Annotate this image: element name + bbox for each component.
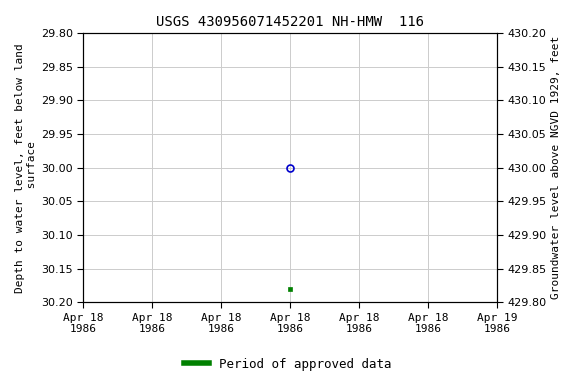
Title: USGS 430956071452201 NH-HMW  116: USGS 430956071452201 NH-HMW 116: [156, 15, 425, 29]
Y-axis label: Groundwater level above NGVD 1929, feet: Groundwater level above NGVD 1929, feet: [551, 36, 561, 299]
Y-axis label: Depth to water level, feet below land
 surface: Depth to water level, feet below land su…: [15, 43, 37, 293]
Legend: Period of approved data: Period of approved data: [179, 353, 397, 376]
